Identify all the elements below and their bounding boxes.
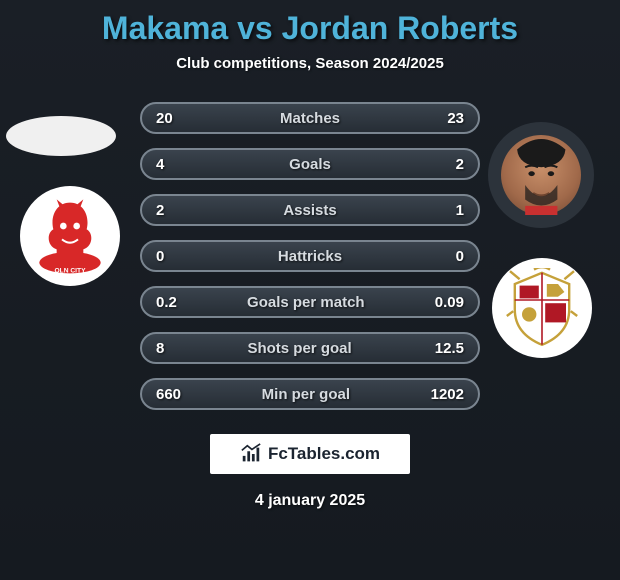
player-left-club-crest: OLN CITY	[20, 186, 120, 286]
stat-left-value: 4	[156, 156, 164, 173]
stat-label: Goals per match	[247, 294, 365, 311]
stat-right-value: 0.09	[435, 294, 464, 311]
stat-row: 2 Assists 1	[140, 194, 480, 226]
stat-right-value: 1202	[431, 386, 464, 403]
stat-row: 0 Hattricks 0	[140, 240, 480, 272]
stevenage-shield-icon	[502, 268, 582, 348]
face-icon	[501, 135, 582, 216]
stat-left-value: 2	[156, 202, 164, 219]
stat-right-value: 0	[456, 248, 464, 265]
stat-row: 20 Matches 23	[140, 102, 480, 134]
stat-label: Min per goal	[262, 386, 350, 403]
stat-right-value: 1	[456, 202, 464, 219]
stat-left-value: 0.2	[156, 294, 177, 311]
player-right-avatar	[488, 122, 594, 228]
stat-row: 4 Goals 2	[140, 148, 480, 180]
svg-text:OLN CITY: OLN CITY	[54, 268, 86, 275]
stat-left-value: 0	[156, 248, 164, 265]
season-subtitle: Club competitions, Season 2024/2025	[0, 55, 620, 72]
player-left-avatar	[6, 116, 116, 156]
stat-left-value: 8	[156, 340, 164, 357]
branding-text: FcTables.com	[268, 444, 380, 464]
stat-row: 660 Min per goal 1202	[140, 378, 480, 410]
branding-badge: FcTables.com	[210, 434, 410, 474]
player-right-club-crest	[492, 258, 592, 358]
stat-row: 8 Shots per goal 12.5	[140, 332, 480, 364]
stat-label: Goals	[289, 156, 331, 173]
lincoln-imp-icon: OLN CITY	[35, 196, 105, 276]
stat-label: Hattricks	[278, 248, 342, 265]
stat-label: Matches	[280, 110, 340, 127]
comparison-date: 4 january 2025	[0, 492, 620, 510]
stat-right-value: 12.5	[435, 340, 464, 357]
stat-right-value: 2	[456, 156, 464, 173]
chart-icon	[240, 443, 262, 465]
stat-label: Shots per goal	[247, 340, 351, 357]
stat-label: Assists	[283, 202, 336, 219]
stat-left-value: 660	[156, 386, 181, 403]
stat-row: 0.2 Goals per match 0.09	[140, 286, 480, 318]
stats-list: 20 Matches 23 4 Goals 2 2 Assists 1 0 Hattricks 0 0.…	[140, 102, 480, 410]
stat-left-value: 20	[156, 110, 173, 127]
comparison-title: Makama vs Jordan Roberts	[0, 0, 620, 47]
stat-right-value: 23	[447, 110, 464, 127]
